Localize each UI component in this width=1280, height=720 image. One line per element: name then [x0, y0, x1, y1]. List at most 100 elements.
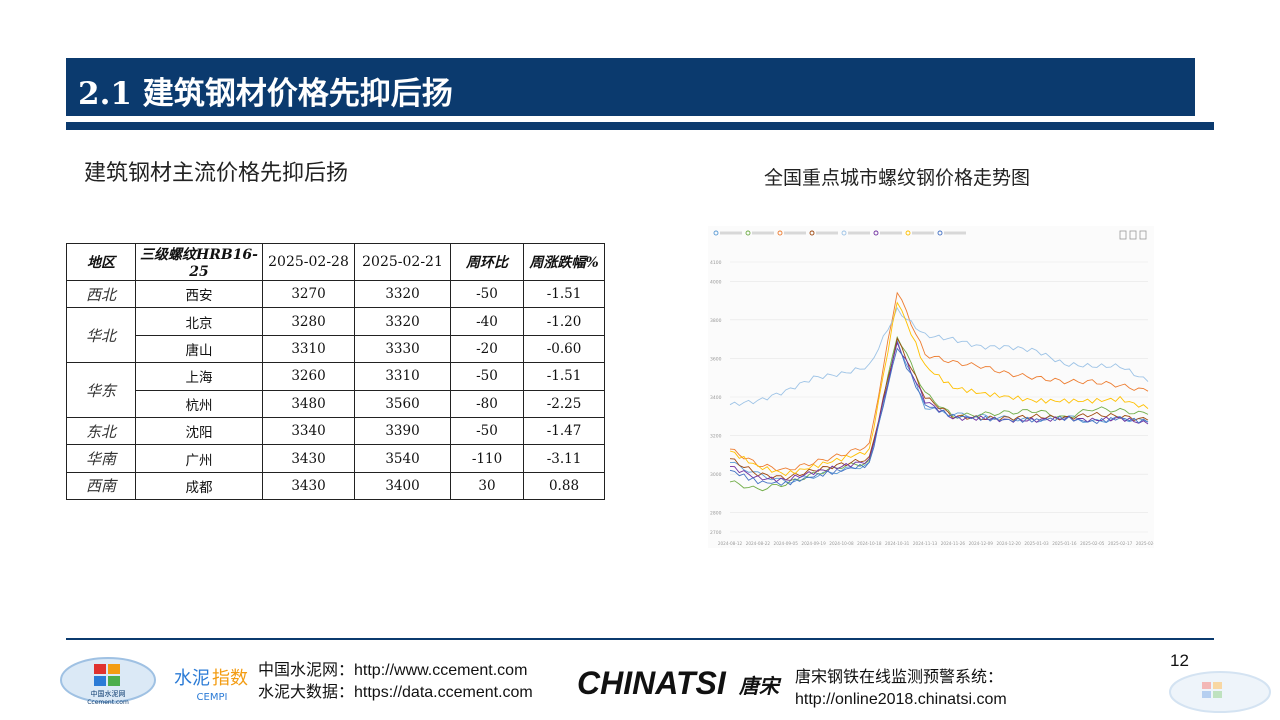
city-cell: 广州	[135, 444, 263, 473]
change-cell: -40	[450, 307, 524, 336]
region-cell: 西北	[66, 279, 136, 309]
legend-label-placeholder	[720, 231, 742, 235]
svg-text:CEMPI: CEMPI	[197, 692, 228, 703]
legend-marker[interactable]	[777, 230, 783, 236]
chinatsi-links: 唐宋钢铁在线监测预警系统： http://online2018.chinatsi…	[795, 667, 1007, 711]
percent-cell: -1.20	[523, 307, 605, 336]
x-tick-label: 2025-02-17	[1108, 541, 1133, 546]
y-tick-label: 3000	[710, 472, 722, 478]
change-cell: -110	[450, 444, 524, 473]
y-tick-label: 3400	[710, 395, 722, 401]
x-tick-label: 2024-12-20	[996, 541, 1021, 546]
city-cell: 唐山	[135, 334, 263, 364]
table-row: 杭州 3480 3560 -80 -2.25	[67, 389, 605, 418]
data-ccement-url[interactable]: 水泥大数据：https://data.ccement.com	[258, 684, 533, 701]
corner-watermark-logo	[1169, 671, 1271, 713]
header-week-change: 周环比	[450, 243, 524, 281]
region-cell: 西南	[66, 471, 136, 501]
percent-cell: -3.11	[523, 444, 605, 473]
region-cell: 华东	[66, 362, 136, 418]
x-tick-label: 2024-10-18	[857, 541, 882, 546]
x-tick-label: 2025-02-28	[1136, 541, 1154, 546]
x-tick-label: 2024-09-19	[801, 541, 826, 546]
region-cell: 华南	[66, 444, 136, 473]
chart-title: 全国重点城市螺纹钢价格走势图	[764, 167, 1031, 189]
price-previous-cell: 3310	[354, 362, 451, 391]
y-tick-label: 3800	[710, 318, 722, 324]
chinatsi-url[interactable]: http://online2018.chinatsi.com	[795, 691, 1007, 708]
price-current-cell: 3260	[262, 362, 355, 391]
change-cell: -50	[450, 279, 524, 309]
price-current-cell: 3280	[262, 307, 355, 336]
x-tick-label: 2024-09-05	[774, 541, 799, 546]
ccement-url[interactable]: 中国水泥网：http://www.ccement.com	[258, 662, 528, 679]
section-subtitle: 建筑钢材主流价格先抑后扬	[84, 161, 349, 186]
svg-text:中国水泥网: 中国水泥网	[91, 689, 126, 698]
chart-tool-icon[interactable]	[1139, 230, 1147, 240]
x-tick-label: 2025-01-03	[1024, 541, 1049, 546]
legend-label-placeholder	[784, 231, 806, 235]
price-table: 地区 三级螺纹HRB16-25 2025-02-28 2025-02-21 周环…	[66, 243, 605, 501]
footer-divider	[66, 638, 1214, 640]
price-current-cell: 3310	[262, 334, 355, 364]
percent-cell: -1.51	[523, 362, 605, 391]
legend-marker[interactable]	[841, 230, 847, 236]
series-line	[729, 291, 1149, 472]
chart-toolbar[interactable]	[1119, 230, 1147, 240]
change-cell: -20	[450, 334, 524, 364]
page-number: 12	[1170, 651, 1189, 670]
price-previous-cell: 3560	[354, 389, 451, 418]
legend-label-placeholder	[816, 231, 838, 235]
svg-text:水泥: 水泥	[174, 668, 210, 689]
header-product: 三级螺纹HRB16-25	[135, 243, 263, 281]
change-cell: 30	[450, 471, 524, 501]
price-previous-cell: 3320	[354, 279, 451, 309]
ccement-links: 中国水泥网：http://www.ccement.com 水泥大数据：https…	[258, 660, 533, 704]
legend-marker[interactable]	[745, 230, 751, 236]
table-row: 华南 广州 3430 3540 -110 -3.11	[66, 444, 605, 473]
header-date-previous: 2025-02-21	[354, 243, 451, 281]
series-line	[729, 306, 1149, 407]
legend-marker[interactable]	[713, 230, 719, 236]
title-bar: 2.1 建筑钢材价格先抑后扬	[66, 58, 1195, 116]
legend-marker[interactable]	[809, 230, 815, 236]
city-cell: 沈阳	[135, 416, 263, 446]
percent-cell: 0.88	[523, 471, 605, 501]
percent-cell: -0.60	[523, 334, 605, 364]
region-cell: 东北	[66, 416, 136, 446]
y-tick-label: 3200	[710, 434, 722, 440]
city-cell: 杭州	[135, 389, 263, 418]
legend-label-placeholder	[848, 231, 870, 235]
header-week-percent: 周涨跌幅%	[523, 243, 605, 281]
legend-marker[interactable]	[905, 230, 911, 236]
legend-label-placeholder	[944, 231, 966, 235]
x-tick-label: 2024-08-22	[746, 541, 771, 546]
x-tick-label: 2024-08-12	[718, 541, 743, 546]
price-current-cell: 3480	[262, 389, 355, 418]
chart-legend	[713, 230, 966, 236]
chart-tool-icon[interactable]	[1129, 230, 1137, 240]
region-cell: 华北	[66, 307, 136, 364]
price-previous-cell: 3390	[354, 416, 451, 446]
legend-marker[interactable]	[873, 230, 879, 236]
cempi-logo: 水泥 指数 CEMPI	[174, 668, 248, 703]
y-tick-label: 2700	[710, 530, 722, 536]
svg-text:CHINATSI: CHINATSI	[577, 665, 727, 701]
legend-label-placeholder	[912, 231, 934, 235]
legend-label-placeholder	[880, 231, 902, 235]
y-tick-label: 4100	[710, 260, 722, 266]
price-current-cell: 3270	[262, 279, 355, 309]
price-current-cell: 3430	[262, 444, 355, 473]
x-tick-label: 2024-12-09	[969, 541, 994, 546]
legend-marker[interactable]	[937, 230, 943, 236]
chart-tool-icon[interactable]	[1119, 230, 1127, 240]
page-title: 2.1 建筑钢材价格先抑后扬	[78, 76, 453, 112]
price-previous-cell: 3320	[354, 307, 451, 336]
x-tick-label: 2025-02-05	[1080, 541, 1105, 546]
chart-svg: 2700 2800 3000 3200 3400 3600 3800 4000 4100 202…	[710, 230, 1154, 546]
city-cell: 西安	[135, 279, 263, 309]
city-cell: 成都	[135, 471, 263, 501]
change-cell: -50	[450, 416, 524, 446]
table-row: 唐山 3310 3330 -20 -0.60	[67, 334, 605, 364]
series-line	[729, 336, 1149, 481]
